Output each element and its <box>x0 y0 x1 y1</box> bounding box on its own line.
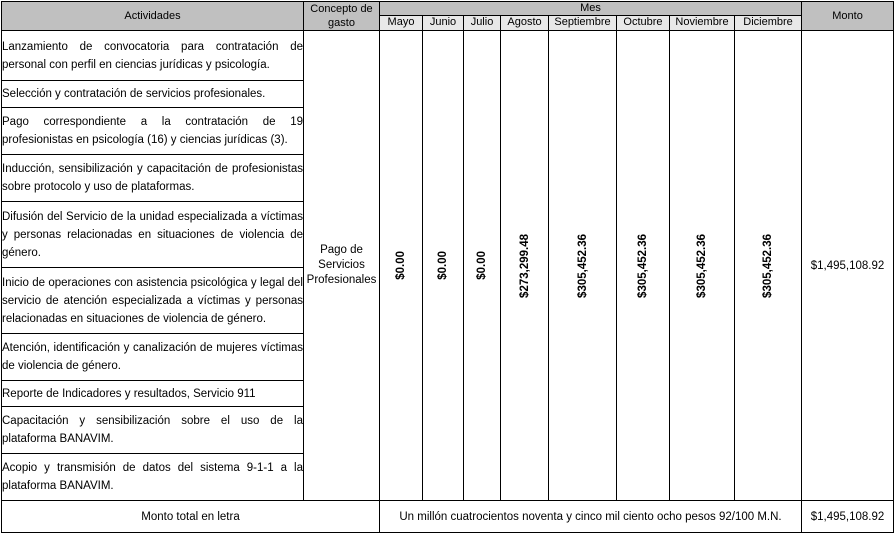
header-mes-group: Mes <box>378 1 803 16</box>
monto-total-en-letra-value: Un millón cuatrocientos noventa y cinco … <box>378 500 803 533</box>
activity-cell: Acopio y transmisión de datos del sistem… <box>1 453 304 501</box>
vertical-text-wrapper: $0.00 <box>423 251 463 280</box>
amount-text: $273,299.48 <box>518 233 531 298</box>
header-month-septiembre: Septiembre <box>548 14 617 32</box>
header-actividades: Actividades <box>1 1 304 31</box>
table-row: Reporte de Indicadores y resultados, Ser… <box>1 380 894 407</box>
month-amount-noviembre: $305,452.36 <box>669 30 735 501</box>
table-row: Inducción, sensibilización y capacitació… <box>1 154 894 202</box>
activity-cell: Pago correspondiente a la contratación d… <box>1 107 304 155</box>
header-month-noviembre: Noviembre <box>669 14 735 32</box>
header-month-mayo: Mayo <box>379 14 423 32</box>
amount-text: $305,452.36 <box>696 233 708 298</box>
activity-cell: Difusión del Servicio de la unidad espec… <box>1 201 304 268</box>
table-body: Lanzamiento de convocatoria para contrat… <box>1 30 894 533</box>
header-concepto-de-gasto: Concepto de gasto <box>303 1 380 31</box>
table-head: Actividades Concepto de gasto Mes Monto … <box>1 1 894 32</box>
monto-total-en-letra-label: Monto total en letra <box>1 500 380 533</box>
amount-text: $0.00 <box>476 251 488 280</box>
month-amount-agosto: $273,299.48 <box>500 30 549 501</box>
month-amount-octubre: $305,452.36 <box>616 30 670 501</box>
month-amount-mayo: $0.00 <box>379 30 423 501</box>
concepto-de-gasto-cell: Pago de Servicios Profesionales <box>303 30 380 501</box>
table-row: Difusión del Servicio de la unidad espec… <box>1 201 894 268</box>
vertical-text-wrapper: $305,452.36 <box>617 234 669 298</box>
activity-cell: Atención, identificación y canalización … <box>1 333 304 381</box>
header-row-2: Mayo Junio Julio Agosto Septiembre Octub… <box>2 14 894 32</box>
monto-total-cell: $1,495,108.92 <box>801 30 894 501</box>
header-month-agosto: Agosto <box>500 14 549 32</box>
header-row-1: Actividades Concepto de gasto Mes Monto <box>1 1 894 31</box>
vertical-text-wrapper: $273,299.48 <box>501 234 548 298</box>
vertical-text-wrapper: $0.00 <box>464 251 500 280</box>
header-month-diciembre: Diciembre <box>733 14 803 32</box>
amount-text: $305,452.36 <box>762 233 775 298</box>
vertical-text-wrapper: $0.00 <box>380 251 422 280</box>
month-amount-septiembre: $305,452.36 <box>548 30 617 501</box>
table-row: Capacitación y sensibilización sobre el … <box>1 406 894 454</box>
month-amount-junio: $0.00 <box>422 30 464 501</box>
amount-text: $0.00 <box>395 251 407 280</box>
header-monto: Monto <box>801 1 894 31</box>
monto-total-amount: $1,495,108.92 <box>801 500 894 533</box>
activity-cell: Inicio de operaciones con asistencia psi… <box>1 267 304 334</box>
table-row: Pago correspondiente a la contratación d… <box>1 107 894 155</box>
vertical-text-wrapper: $305,452.36 <box>549 234 616 298</box>
header-month-julio: Julio <box>463 14 501 32</box>
table-row: Selección y contratación de servicios pr… <box>1 80 894 108</box>
activity-cell: Capacitación y sensibilización sobre el … <box>1 406 304 454</box>
activity-cell: Reporte de Indicadores y resultados, Ser… <box>1 380 304 407</box>
amount-text: $305,452.36 <box>576 233 589 298</box>
vertical-text-wrapper: $305,452.36 <box>735 234 801 298</box>
header-month-junio: Junio <box>422 14 464 32</box>
vertical-text-wrapper: $305,452.36 <box>670 234 734 298</box>
activity-cell: Selección y contratación de servicios pr… <box>1 80 304 108</box>
amount-text: $0.00 <box>437 251 449 280</box>
amount-text: $305,452.36 <box>637 233 649 298</box>
total-row: Monto total en letra Un millón cuatrocie… <box>1 500 894 533</box>
table-row: Atención, identificación y canalización … <box>1 333 894 381</box>
table-row: Inicio de operaciones con asistencia psi… <box>1 267 894 334</box>
month-amount-julio: $0.00 <box>463 30 501 501</box>
table-row: Lanzamiento de convocatoria para contrat… <box>1 30 894 501</box>
activity-cell: Lanzamiento de convocatoria para contrat… <box>1 30 304 81</box>
header-month-octubre: Octubre <box>616 14 670 32</box>
month-amount-diciembre: $305,452.36 <box>733 30 803 501</box>
activity-cell: Inducción, sensibilización y capacitació… <box>1 154 304 202</box>
